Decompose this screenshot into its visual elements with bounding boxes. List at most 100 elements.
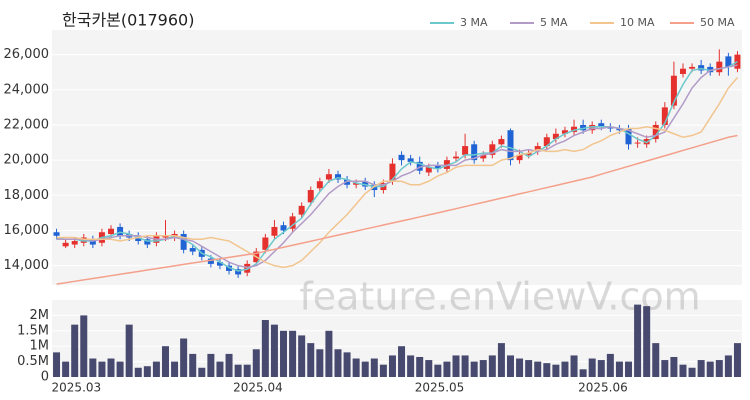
volume-bar bbox=[343, 352, 351, 377]
candle-body bbox=[289, 216, 296, 229]
candle-body bbox=[189, 248, 196, 252]
candle-body bbox=[398, 154, 405, 161]
volume-bar bbox=[534, 361, 542, 377]
candle-body bbox=[416, 161, 423, 171]
volume-bar bbox=[71, 324, 79, 377]
candle-body bbox=[734, 54, 741, 69]
candle-body bbox=[334, 174, 341, 180]
volume-bar bbox=[670, 356, 678, 377]
y-tick-label: 24,000 bbox=[4, 82, 50, 97]
candle-body bbox=[226, 265, 233, 271]
legend-text: 10 MA bbox=[620, 16, 655, 29]
volume-bar bbox=[733, 343, 741, 377]
volume-bar bbox=[434, 364, 442, 377]
candle-body bbox=[707, 66, 714, 73]
candle-body bbox=[80, 237, 87, 243]
y-tick-label: 16,000 bbox=[4, 223, 50, 238]
volume-bar bbox=[506, 355, 514, 377]
x-tick-label: 2025.04 bbox=[233, 381, 283, 395]
y-tick-label: 1.5M bbox=[17, 323, 49, 338]
volume-bar bbox=[679, 364, 687, 377]
x-tick-label: 2025.06 bbox=[578, 381, 628, 395]
volume-bar bbox=[724, 355, 732, 377]
volume-bar bbox=[588, 358, 596, 377]
candle-body bbox=[108, 228, 115, 234]
x-tick-label: 2025.03 bbox=[52, 381, 102, 395]
y-tick-label: 1M bbox=[30, 339, 50, 354]
volume-bar bbox=[452, 355, 460, 377]
candle-body bbox=[316, 181, 323, 189]
candle-body bbox=[634, 142, 641, 144]
candle-body bbox=[552, 133, 559, 140]
ma-line bbox=[56, 61, 738, 272]
volume-bar bbox=[697, 360, 705, 377]
candle-body bbox=[117, 226, 124, 236]
legend-text: 5 MA bbox=[540, 16, 568, 29]
volume-bar bbox=[89, 358, 97, 377]
candle-body bbox=[162, 235, 169, 238]
volume-bar bbox=[325, 330, 333, 377]
volume-bar bbox=[543, 363, 551, 377]
candle-body bbox=[534, 146, 541, 152]
volume-bar bbox=[107, 358, 115, 377]
candle-body bbox=[543, 137, 550, 147]
candle-body bbox=[271, 226, 278, 236]
volume-bar bbox=[216, 361, 224, 377]
volume-bar bbox=[207, 353, 215, 377]
volume-bar bbox=[407, 355, 415, 377]
candle-body bbox=[561, 130, 568, 134]
volume-bar bbox=[652, 343, 660, 377]
volume-bar bbox=[570, 355, 578, 377]
volume-bar bbox=[189, 353, 197, 377]
candle-body bbox=[453, 156, 460, 159]
ma-line bbox=[56, 134, 738, 285]
volume-bar bbox=[125, 324, 133, 377]
candle-body bbox=[180, 234, 187, 250]
ma-line bbox=[56, 64, 738, 269]
volume-bar bbox=[161, 346, 169, 377]
volume-bar bbox=[615, 361, 623, 377]
candle-body bbox=[325, 174, 332, 180]
candle-body bbox=[652, 124, 659, 140]
candle-body bbox=[525, 153, 532, 155]
volume-bar bbox=[180, 338, 188, 377]
volume-bar bbox=[134, 367, 142, 377]
candle-body bbox=[71, 241, 78, 245]
volume-bar bbox=[470, 361, 478, 377]
volume-bar bbox=[579, 369, 587, 377]
candle-body bbox=[135, 235, 142, 242]
candle-body bbox=[462, 146, 469, 155]
volume-bar bbox=[461, 355, 469, 377]
y-tick-label: 14,000 bbox=[4, 258, 50, 273]
candle-body bbox=[298, 205, 305, 215]
legend-text: 3 MA bbox=[460, 16, 488, 29]
x-tick-label: 2025.05 bbox=[415, 381, 465, 395]
candle-body bbox=[498, 139, 505, 145]
candle-body bbox=[434, 165, 441, 169]
candle-body bbox=[725, 56, 732, 67]
candle-body bbox=[507, 130, 514, 161]
volume-bar bbox=[625, 361, 633, 377]
volume-bar bbox=[561, 361, 569, 377]
volume-bar bbox=[53, 352, 61, 377]
volume-bar bbox=[198, 367, 206, 377]
y-tick-label: 26,000 bbox=[4, 47, 50, 62]
chart-title: 한국카본(017960) bbox=[62, 11, 194, 30]
candle-body bbox=[280, 225, 287, 231]
volume-bar bbox=[488, 355, 496, 377]
candle-body bbox=[589, 124, 596, 131]
candle-body bbox=[307, 190, 314, 203]
candle-body bbox=[235, 269, 242, 275]
volume-bar bbox=[116, 361, 124, 377]
volume-bar bbox=[525, 360, 533, 377]
candle-body bbox=[571, 126, 578, 132]
candle-body bbox=[53, 232, 60, 236]
volume-bar bbox=[316, 349, 324, 377]
volume-bar bbox=[370, 358, 378, 377]
candle-body bbox=[580, 124, 587, 131]
volume-bar bbox=[706, 361, 714, 377]
volume-bar bbox=[715, 360, 723, 377]
candle-body bbox=[443, 160, 450, 169]
